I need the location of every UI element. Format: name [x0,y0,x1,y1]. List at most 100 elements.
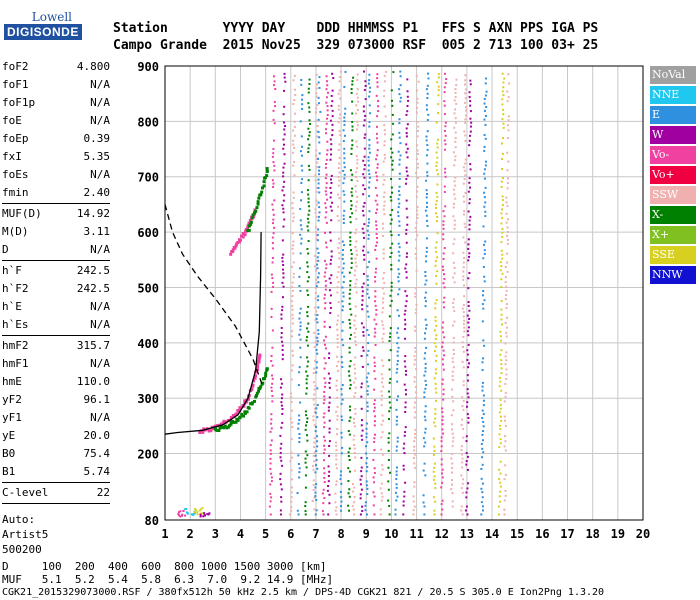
echo-point [389,195,392,198]
echo-point [325,246,328,249]
echo-point [482,357,485,360]
echo-point [364,84,367,87]
echo-point [412,509,415,512]
x-tick-label: 17 [560,527,574,541]
echo-point [350,153,353,156]
param-name: foEp [2,132,29,145]
echo-point [329,158,332,161]
echo-point [328,386,331,389]
echo-point [291,207,294,210]
echo-point [343,123,346,126]
echo-point [336,418,339,421]
echo-point [301,103,304,106]
echo-point [299,252,302,255]
echo-point [460,509,463,512]
echo-point [382,195,385,198]
echo-point [465,435,468,438]
echo-point [353,451,356,454]
echo-point [323,426,326,429]
echo-point [269,444,272,447]
echo-point [463,222,466,225]
echo-point [366,465,369,468]
echo-point [313,388,316,391]
echo-point [462,366,465,369]
echo-point [441,358,444,361]
echo-point [442,393,445,396]
echo-point [404,337,407,340]
echo-point [376,149,379,152]
echo-point [462,275,465,278]
echo-point [368,121,371,124]
param-value: N/A [90,78,110,91]
echo-point [466,455,469,458]
echo-point [390,178,393,181]
echo-point [312,468,315,471]
echo-point [314,208,317,211]
echo-point [426,205,429,208]
echo-point [297,383,300,386]
echo-point [405,113,408,116]
echo-point [444,167,447,170]
echo-point [463,257,466,260]
echo-point [352,508,355,511]
echo-point [501,177,504,180]
trace-point [253,211,257,215]
echo-point [355,92,358,95]
trace-point [229,422,233,426]
echo-point [337,314,340,317]
echo-point [362,331,365,334]
echo-point [324,216,327,219]
echo-point [343,275,346,278]
echo-point [307,197,310,200]
echo-point [405,135,408,138]
echo-point [499,481,502,484]
trace-point [223,424,227,428]
echo-point [413,436,416,439]
trace-point [247,406,251,410]
echo-point [396,436,399,439]
low-echo-point [181,513,184,516]
echo-point [442,220,445,223]
echo-point [324,280,327,283]
echo-point [338,157,341,160]
echo-point [299,346,302,349]
echo-point [338,89,341,92]
echo-point [412,456,415,459]
echo-point [363,201,366,204]
echo-point [442,223,445,226]
echo-point [307,322,310,325]
low-echo-point [178,514,181,517]
echo-point [292,276,295,279]
echo-point [279,447,282,450]
echo-point [499,335,502,338]
echo-point [461,453,464,456]
echo-point [282,225,285,228]
echo-point [323,472,326,475]
trace-point [201,430,205,434]
echo-point [397,327,400,330]
echo-point [469,83,472,86]
echo-point [504,281,507,284]
echo-point [468,362,471,365]
param-name: foF2 [2,60,29,73]
echo-point [396,359,399,362]
echo-point [318,141,321,144]
echo-point [460,474,463,477]
echo-point [349,221,352,224]
echo-point [314,111,317,114]
echo-point [373,356,376,359]
echo-point [356,162,359,165]
echo-point [313,437,316,440]
echo-point [501,157,504,160]
echo-point [452,400,455,403]
echo-point [424,318,427,321]
trace-point [259,193,263,197]
echo-point [453,310,456,313]
echo-point [441,499,444,502]
echo-point [335,449,338,452]
low-echo-point [179,510,182,513]
echo-point [306,271,309,274]
echo-point [382,327,385,330]
echo-point [467,396,470,399]
echo-point [454,176,457,179]
